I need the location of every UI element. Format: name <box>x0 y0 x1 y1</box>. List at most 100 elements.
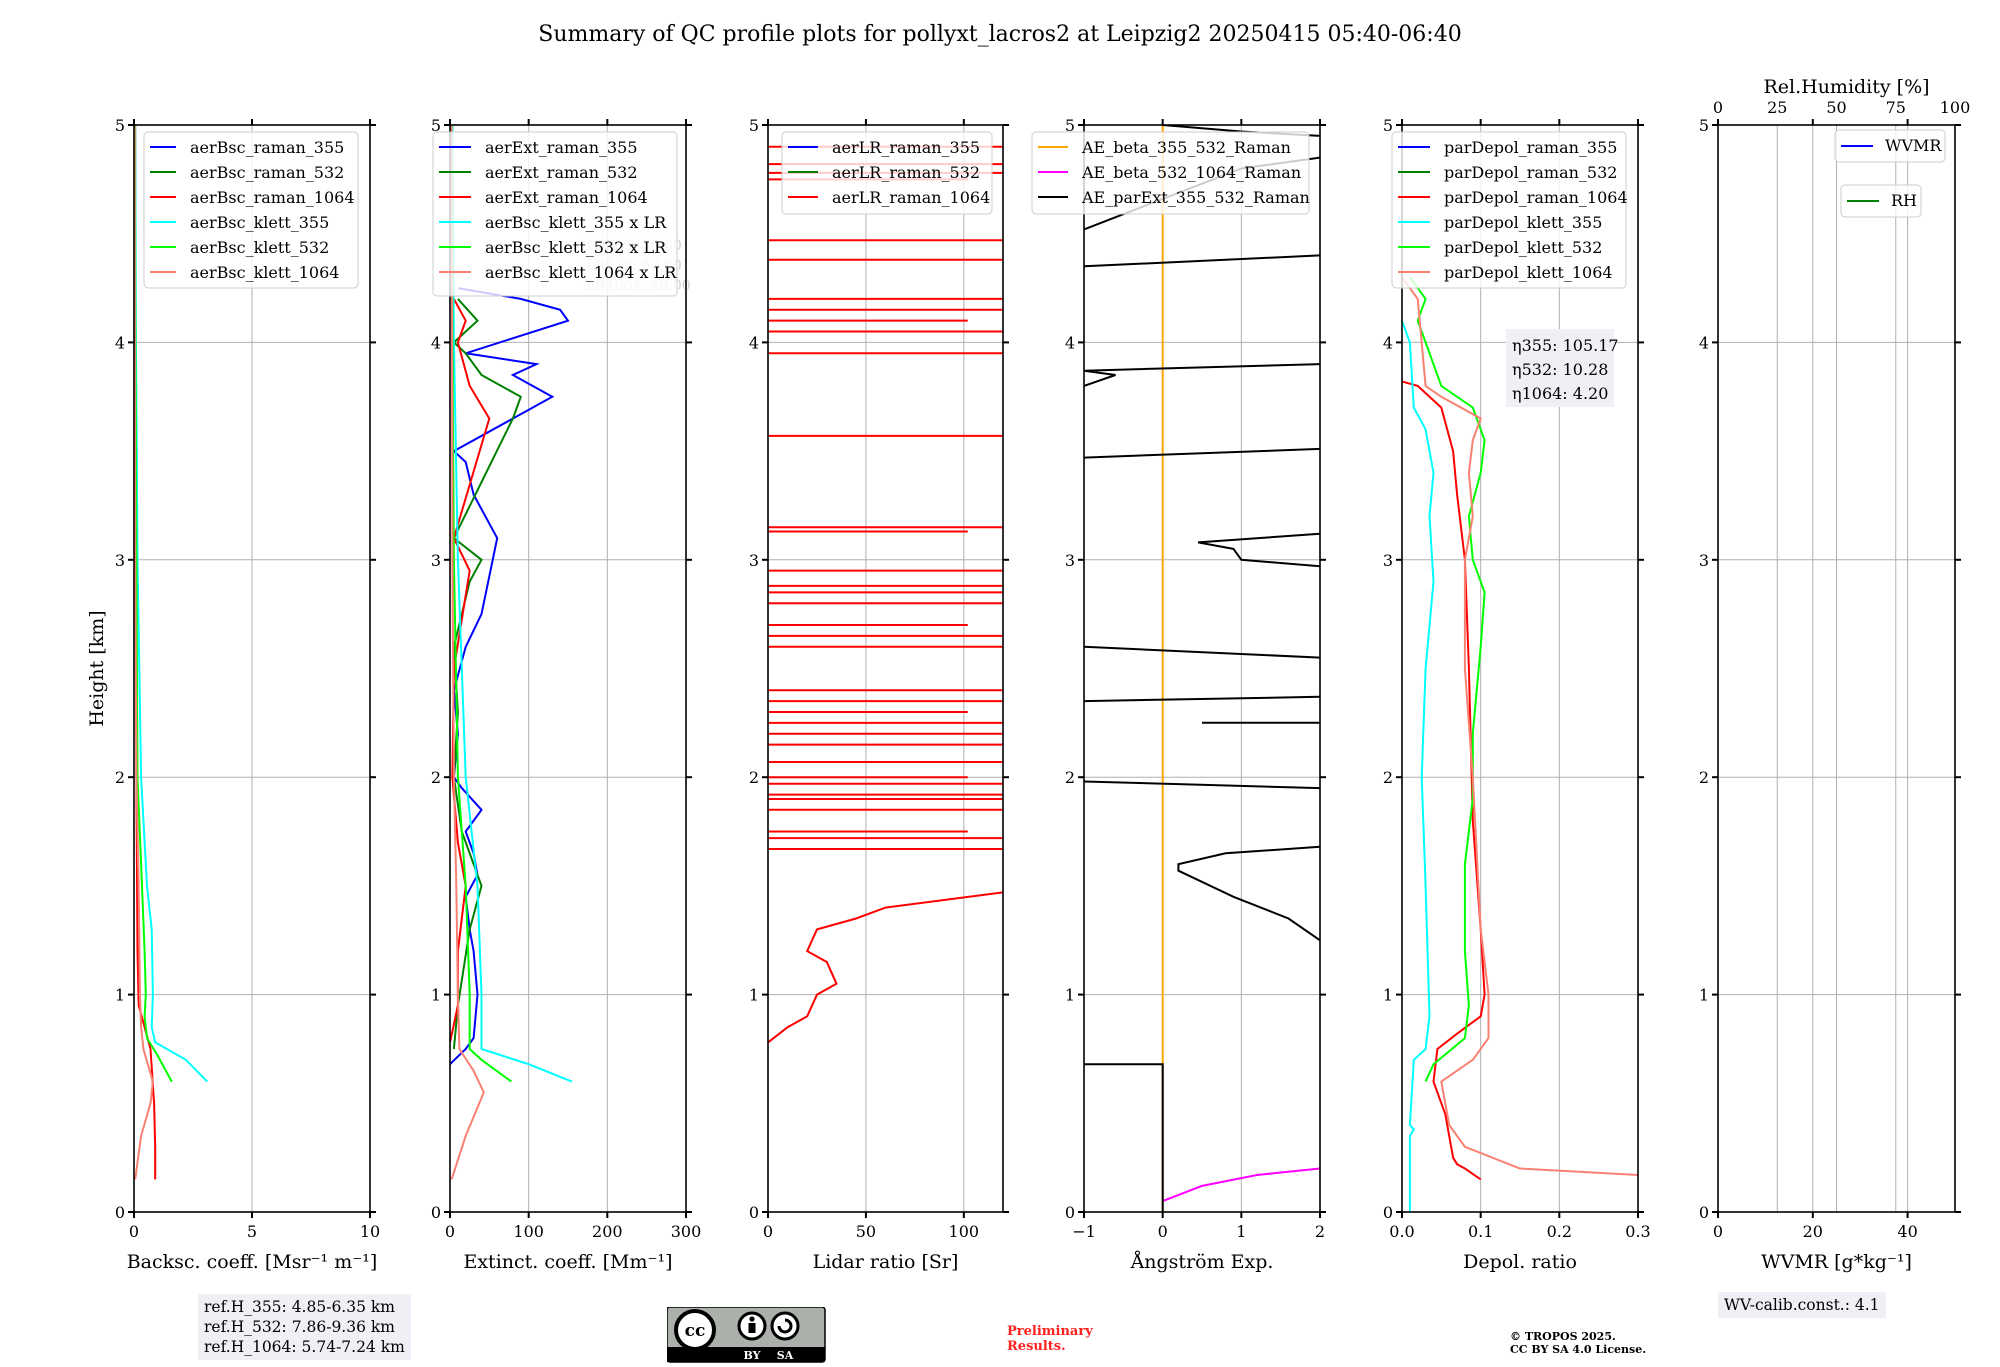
legend-box <box>1840 184 1922 218</box>
y-tick-label: 2 <box>1383 768 1393 787</box>
y-tick-label: 0 <box>1699 1203 1709 1222</box>
series-group <box>1402 276 1638 1212</box>
y-tick-label: 2 <box>115 768 125 787</box>
series-segment <box>1084 645 1320 659</box>
y-tick-label: 3 <box>1065 551 1075 570</box>
x-tick-label: 100 <box>949 1222 980 1241</box>
x-axis-label: WVMR [g*kg⁻¹] <box>1761 1251 1912 1273</box>
legend: AE_beta_355_532_Raman AE_beta_532_1064_Ra… <box>1031 131 1310 215</box>
series-line <box>452 298 523 1050</box>
y-tick-label: 4 <box>1383 333 1393 352</box>
RH-legend: RH <box>1840 184 1922 218</box>
y-tick-label: 4 <box>115 333 125 352</box>
legend-box <box>432 131 678 297</box>
y-tick-label: 1 <box>749 986 759 1005</box>
y-tick-label: 0 <box>1065 1203 1075 1222</box>
legend-label: WVMR <box>1885 136 1942 155</box>
x-tick-label: 300 <box>671 1222 702 1241</box>
y-tick-label: 5 <box>1065 116 1075 135</box>
x-tick-label: 10 <box>360 1222 380 1241</box>
series-segment <box>1084 447 1320 459</box>
y-tick-label: 0 <box>1383 1203 1393 1222</box>
eta-annotation-text: η532: 10.28 <box>1512 360 1608 379</box>
x2-tick-label: 100 <box>1940 98 1971 117</box>
legend-label: RH <box>1891 191 1917 210</box>
copyright-line-1: © TROPOS 2025. <box>1510 1330 1616 1343</box>
y-tick-label: 3 <box>115 551 125 570</box>
series-group <box>1084 125 1320 1212</box>
axes-frame <box>767 124 1004 1213</box>
x-tick-label: 40 <box>1897 1222 1917 1241</box>
series-line <box>768 891 1003 1044</box>
panel-water_vapor: 0 20 40 0 1 2 3 4 5 WVMR [g*kg⁻¹] 0 25 50 75 100 Rel.Hu… <box>1699 76 1970 1273</box>
y-tick-label: 5 <box>431 116 441 135</box>
x-tick-label: 0.1 <box>1468 1222 1493 1241</box>
eta-annotation-text: η1064: 4.20 <box>1512 384 1608 403</box>
legend-label: parDepol_klett_355 <box>1444 213 1602 232</box>
axes-frame <box>1717 124 1956 1213</box>
x2-axis-label: Rel.Humidity [%] <box>1763 76 1929 98</box>
series-segment <box>1177 845 1320 942</box>
series-line <box>1084 1063 1164 1212</box>
x-axis-label: Backsc. coeff. [Msr⁻¹ m⁻¹] <box>127 1251 378 1273</box>
legend-label: AE_parExt_355_532_Raman <box>1081 188 1310 207</box>
legend-label: aerExt_raman_1064 <box>485 188 648 207</box>
series-line <box>1402 276 1638 1176</box>
legend-label: AE_beta_355_532_Raman <box>1081 138 1291 157</box>
series-line <box>450 298 491 1043</box>
y-tick-label: 3 <box>1383 551 1393 570</box>
y-tick-label: 3 <box>749 551 759 570</box>
legend-label: parDepol_klett_1064 <box>1444 263 1613 282</box>
y-tick-label: 2 <box>431 768 441 787</box>
legend-label: aerLR_raman_355 <box>832 138 980 157</box>
legend-label: aerExt_raman_532 <box>485 163 638 182</box>
series-segment <box>1084 363 1320 387</box>
series-group <box>768 145 1003 1044</box>
x2-tick-label: 75 <box>1886 98 1906 117</box>
eta-annotation-box <box>1506 329 1614 407</box>
legend-label: aerBsc_klett_532 x LR <box>485 238 667 257</box>
wv-calib-box: WV-calib.const.: 4.1 <box>1718 1292 1886 1318</box>
preliminary-line-2: Results. <box>1007 1339 1066 1354</box>
legend-label: aerBsc_raman_1064 <box>190 188 355 207</box>
x-tick-label: 0 <box>129 1222 139 1241</box>
series-segment <box>1084 780 1320 790</box>
figure-title: Summary of QC profile plots for pollyxt_… <box>538 22 1462 47</box>
y-tick-label: 2 <box>1065 768 1075 787</box>
y-tick-label: 0 <box>115 1203 125 1222</box>
legend-label: aerLR_raman_1064 <box>832 188 990 207</box>
by-label: BY <box>744 1349 761 1362</box>
wv-calib-constant: WV-calib.const.: 4.1 <box>1724 1296 1880 1314</box>
ref-height-box: ref.H_355: 4.85-6.35 km ref.H_532: 7.86-… <box>198 1294 411 1360</box>
legend-label: aerLR_raman_532 <box>832 163 980 182</box>
axes-frame <box>1401 124 1639 1213</box>
y-tick-label: 3 <box>431 551 441 570</box>
axes-frame <box>1083 124 1321 1213</box>
x-tick-label: 50 <box>856 1222 876 1241</box>
legend-label: aerBsc_klett_355 x LR <box>485 213 667 232</box>
series-group <box>134 125 208 1180</box>
x-tick-label: 20 <box>1803 1222 1823 1241</box>
series-line <box>1409 276 1486 1083</box>
y-tick-label: 5 <box>115 116 125 135</box>
legend: aerBsc_raman_355 aerBsc_raman_532 aerBsc_r… <box>143 131 359 289</box>
preliminary-note: Preliminary Results. <box>1007 1324 1093 1354</box>
copyright-line-2: CC BY SA 4.0 License. <box>1510 1343 1647 1356</box>
x2-tick-label: 0 <box>1713 98 1723 117</box>
legend-label: parDepol_raman_355 <box>1444 138 1617 157</box>
legend: parDepol_raman_355 parDepol_raman_532 parD… <box>1391 131 1628 289</box>
panel-depolarization: 0.0 0.1 0.2 0.3 0 1 2 3 4 5 Depol. ratio η355: 105.… <box>1383 116 1651 1273</box>
x-tick-label: 200 <box>592 1222 623 1241</box>
legend-box <box>1391 131 1627 289</box>
series-line <box>1162 1167 1320 1203</box>
legend-label: parDepol_raman_1064 <box>1444 188 1628 207</box>
axes-frame <box>449 124 687 1213</box>
legend-label: AE_beta_532_1064_Raman <box>1081 163 1301 182</box>
x2-tick-label: 50 <box>1826 98 1846 117</box>
x-tick-label: 0.0 <box>1389 1222 1414 1241</box>
legend-box <box>1031 131 1310 215</box>
legend-box <box>781 131 993 215</box>
